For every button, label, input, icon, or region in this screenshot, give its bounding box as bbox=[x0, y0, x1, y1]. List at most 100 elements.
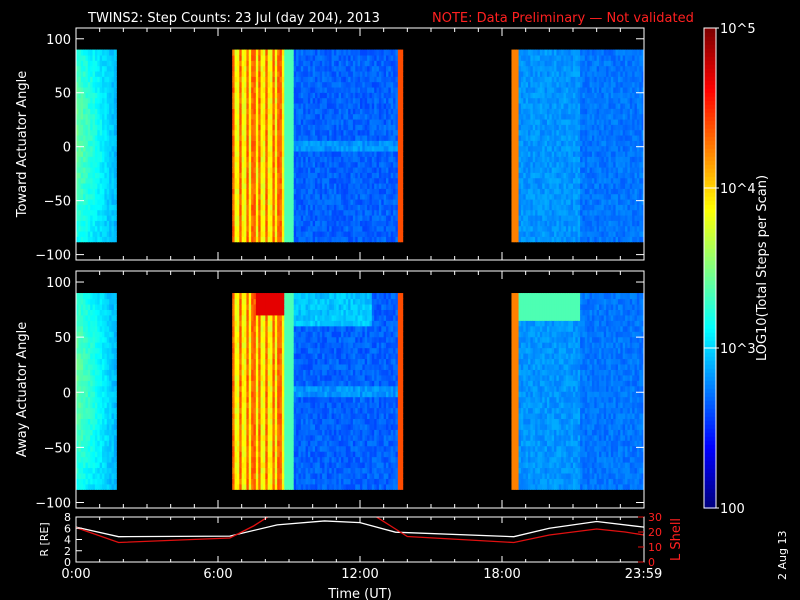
heatmap-cell bbox=[516, 230, 520, 237]
heatmap-cell bbox=[371, 182, 375, 189]
heatmap-cell bbox=[345, 134, 349, 141]
heatmap-cell bbox=[587, 65, 591, 72]
heatmap-cell bbox=[281, 113, 285, 120]
heatmap-cell bbox=[606, 220, 610, 227]
heatmap-cell bbox=[525, 150, 529, 157]
heatmap-cell bbox=[378, 198, 382, 205]
heatmap-cell bbox=[622, 156, 626, 163]
heatmap-cell bbox=[260, 220, 264, 227]
heatmap-cell bbox=[270, 70, 274, 77]
heatmap-cell bbox=[568, 177, 572, 184]
heatmap-cell bbox=[113, 214, 117, 221]
heatmap-cell bbox=[615, 118, 619, 125]
heatmap-cell bbox=[528, 188, 531, 195]
heatmap-cell bbox=[364, 49, 368, 56]
heatmap-cell bbox=[274, 70, 278, 77]
heatmap-cell bbox=[390, 97, 394, 104]
heatmap-cell bbox=[393, 129, 397, 136]
heatmap-cell bbox=[520, 204, 524, 211]
heatmap-cell bbox=[333, 204, 337, 211]
heatmap-cell bbox=[289, 140, 292, 147]
heatmap-cell bbox=[80, 102, 84, 109]
heatmap-cell bbox=[542, 225, 546, 232]
heatmap-cell bbox=[350, 177, 354, 184]
heatmap-cell bbox=[615, 86, 619, 93]
heatmap-cell bbox=[322, 54, 326, 61]
heatmap-cell bbox=[87, 118, 91, 125]
heatmap-cell bbox=[338, 65, 342, 72]
heatmap-cell bbox=[360, 129, 363, 136]
heatmap-cell bbox=[232, 225, 236, 232]
heatmap-cell bbox=[561, 60, 565, 67]
heatmap-cell bbox=[326, 124, 330, 131]
heatmap-cell bbox=[516, 220, 520, 227]
heatmap-cell bbox=[305, 220, 309, 227]
heatmap-cell bbox=[374, 49, 378, 56]
heatmap-cell bbox=[298, 113, 302, 120]
heatmap-cell bbox=[573, 182, 576, 189]
heatmap-cell bbox=[312, 92, 316, 99]
heatmap-cell bbox=[270, 140, 274, 147]
heatmap-cell bbox=[104, 182, 108, 189]
heatmap-cell bbox=[113, 156, 117, 163]
heatmap-cell bbox=[284, 204, 288, 211]
heatmap-cell bbox=[570, 97, 574, 104]
heatmap-cell bbox=[383, 49, 387, 56]
heatmap-cell bbox=[599, 182, 602, 189]
heatmap-cell bbox=[97, 54, 101, 61]
heatmap-cell bbox=[97, 204, 101, 211]
heatmap-cell bbox=[255, 86, 259, 93]
heatmap-cell bbox=[331, 172, 335, 179]
heatmap-cell bbox=[397, 76, 401, 83]
heatmap-cell bbox=[390, 145, 394, 152]
heatmap-cell bbox=[544, 236, 548, 243]
heatmap-cell bbox=[371, 118, 375, 125]
heatmap-cell bbox=[111, 145, 115, 152]
heatmap-cell bbox=[378, 177, 382, 184]
heatmap-cell bbox=[246, 65, 250, 72]
heatmap-cell bbox=[111, 86, 115, 93]
heatmap-cell bbox=[338, 220, 342, 227]
heatmap-cell bbox=[333, 150, 337, 157]
heatmap-cell bbox=[601, 113, 605, 120]
heatmap-cell bbox=[305, 188, 309, 195]
heatmap-cell bbox=[584, 214, 588, 221]
heatmap-cell bbox=[284, 220, 288, 227]
heatmap-cell bbox=[395, 113, 399, 120]
heatmap-cell bbox=[622, 193, 626, 200]
heatmap-cell bbox=[303, 70, 307, 77]
heatmap-cell bbox=[513, 230, 517, 237]
heatmap-cell bbox=[622, 220, 626, 227]
heatmap-cell bbox=[338, 76, 342, 83]
heatmap-cell bbox=[528, 113, 531, 120]
heatmap-cell bbox=[99, 124, 103, 131]
heatmap-cell bbox=[516, 124, 520, 131]
heatmap-cell bbox=[551, 214, 555, 221]
heatmap-cell bbox=[625, 92, 629, 99]
heatmap-cell bbox=[83, 70, 87, 77]
heatmap-cell bbox=[109, 188, 113, 195]
heatmap-cell bbox=[341, 54, 345, 61]
heatmap-cell bbox=[333, 70, 337, 77]
heatmap-cell bbox=[575, 97, 579, 104]
heatmap-cell bbox=[333, 49, 337, 56]
heatmap-cell bbox=[341, 166, 345, 173]
heatmap-cell bbox=[333, 193, 337, 200]
heatmap-cell bbox=[232, 65, 236, 72]
heatmap-cell bbox=[246, 145, 250, 152]
heatmap-cell bbox=[341, 172, 345, 179]
heatmap-cell bbox=[348, 129, 352, 136]
heatmap-cell bbox=[341, 209, 345, 216]
heatmap-cell bbox=[362, 140, 366, 147]
heatmap-cell bbox=[613, 81, 617, 88]
heatmap-cell bbox=[613, 129, 617, 136]
heatmap-cell bbox=[551, 65, 555, 72]
heatmap-cell bbox=[317, 150, 321, 157]
heatmap-cell bbox=[236, 54, 240, 61]
heatmap-cell bbox=[362, 113, 366, 120]
heatmap-cell bbox=[244, 65, 247, 72]
heatmap-cell bbox=[584, 97, 588, 104]
heatmap-cell bbox=[594, 140, 598, 147]
heatmap-cell bbox=[102, 65, 105, 72]
heatmap-cell bbox=[352, 134, 356, 141]
